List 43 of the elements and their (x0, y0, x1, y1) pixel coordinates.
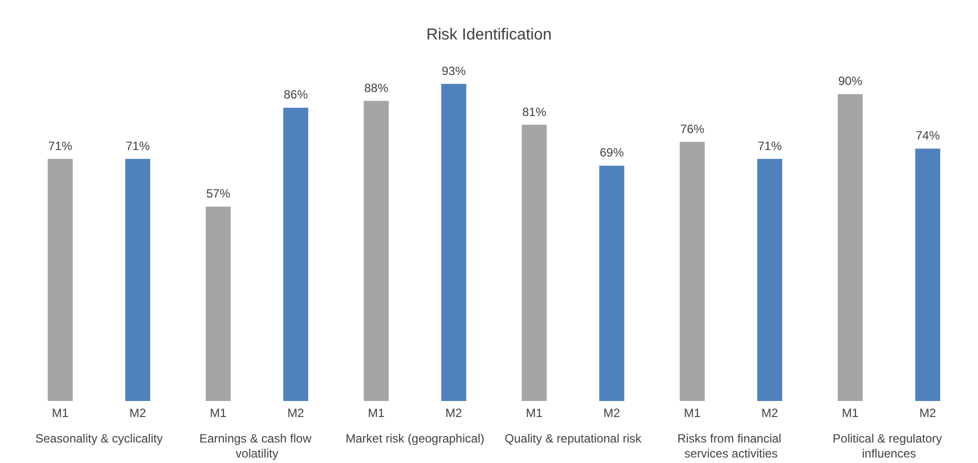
data-label: 76% (680, 122, 705, 136)
bar (838, 94, 863, 401)
bar (680, 142, 705, 401)
x-tick-label: Seasonality & cyclicality (35, 432, 163, 446)
x-tick-label: Market risk (geographical) (346, 432, 484, 446)
bar (522, 124, 547, 401)
data-label: 81% (522, 104, 547, 119)
text: M2 (919, 406, 936, 420)
bar (125, 158, 150, 401)
x-tick-label: Political & regulatory influences (832, 432, 946, 460)
data-label: 88% (364, 80, 389, 95)
bar (283, 108, 308, 401)
bar (441, 84, 466, 401)
text: M2 (287, 406, 304, 420)
x-tick-label: Risks from financial services activities (677, 432, 785, 460)
bar (48, 158, 73, 401)
data-label: 71% (48, 138, 73, 153)
data-label: 57% (206, 186, 231, 201)
bar (364, 100, 389, 401)
data-label: 86% (284, 88, 308, 102)
x-tick-label: Earnings & cash flow volatility (199, 432, 315, 460)
bar (757, 158, 782, 401)
series-label: M1 (52, 406, 69, 420)
text: M1 (210, 406, 227, 420)
text: M2 (603, 406, 620, 420)
text: M2 (761, 406, 778, 420)
text: M1 (684, 406, 701, 420)
series-label: M2 (129, 406, 146, 420)
data-label: 71% (758, 138, 782, 153)
data-label: 90% (838, 74, 863, 88)
text: M2 (445, 406, 462, 420)
text: M1 (526, 406, 543, 420)
chart-title: Risk Identification (426, 26, 552, 44)
bar (206, 206, 231, 401)
bar (915, 148, 940, 401)
data-label: 69% (600, 146, 624, 160)
data-label: 71% (126, 138, 150, 153)
x-tick-label: Quality & reputational risk (504, 432, 642, 446)
bar (599, 166, 624, 401)
text: M1 (368, 406, 385, 420)
data-label: 93% (442, 64, 466, 78)
data-label: 74% (916, 128, 940, 143)
text: M1 (842, 406, 859, 420)
